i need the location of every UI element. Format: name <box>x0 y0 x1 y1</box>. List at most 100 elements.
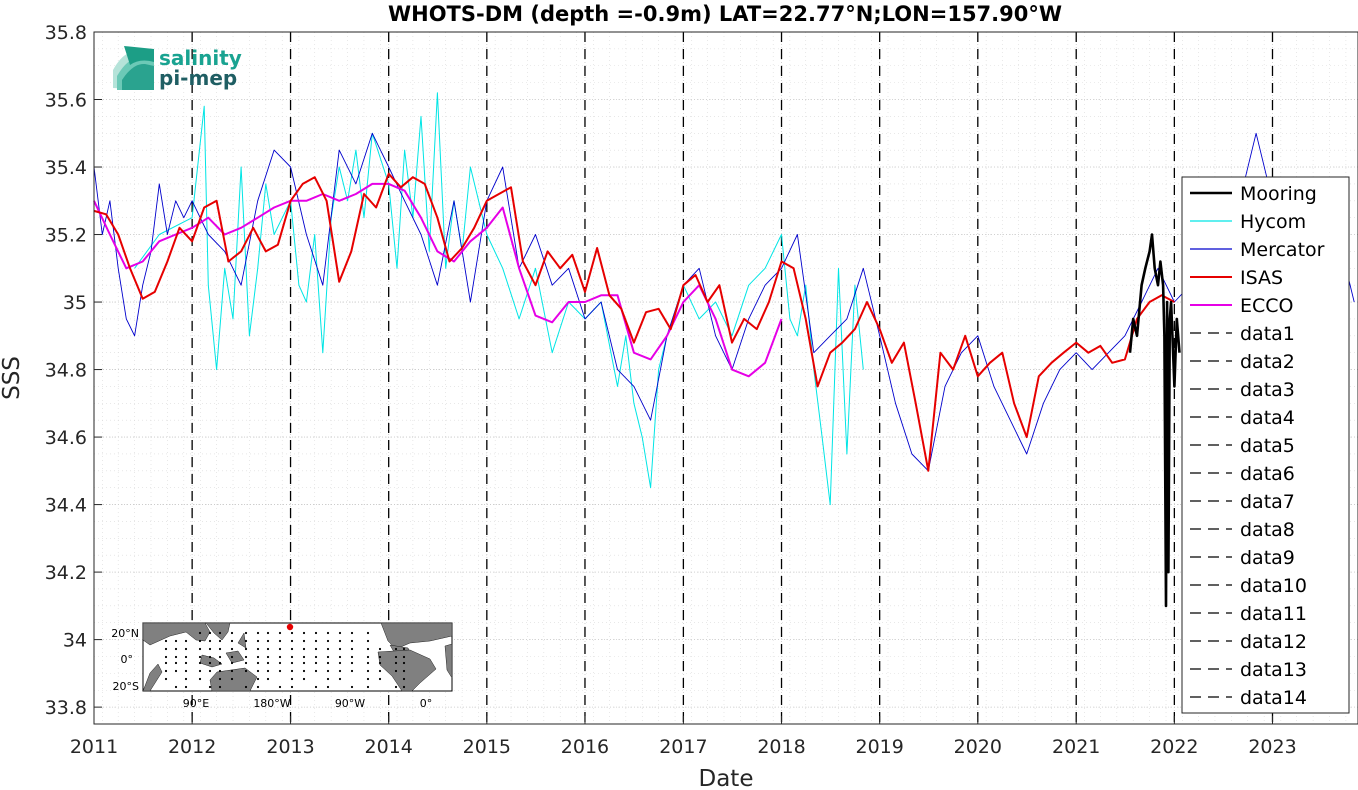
mooring-dot <box>244 685 248 689</box>
y-tick-label: 34.8 <box>45 360 87 382</box>
y-tick-label: 35.8 <box>45 22 87 44</box>
legend-item-label: Hycom <box>1240 211 1306 233</box>
mooring-dot <box>366 669 370 673</box>
mooring-dot <box>302 647 306 651</box>
mooring-dot <box>278 639 282 643</box>
mooring-dot <box>266 669 270 673</box>
mooring-dot <box>302 661 306 665</box>
mooring-dot <box>198 677 202 681</box>
mooring-dot <box>366 655 370 659</box>
mooring-dot <box>256 685 260 689</box>
mooring-dot <box>218 639 222 643</box>
mooring-dot <box>256 647 260 651</box>
x-axis-label: Date <box>699 766 754 790</box>
y-tick-label: 33.8 <box>45 697 87 719</box>
mooring-dot <box>326 655 330 659</box>
mooring-dot <box>164 655 168 659</box>
mooring-dot <box>366 647 370 651</box>
legend-item-label: data9 <box>1240 547 1295 569</box>
logo-line2: pi-mep <box>159 66 237 90</box>
mooring-dot <box>218 677 222 681</box>
mooring-dot <box>302 655 306 659</box>
mooring-dot <box>174 655 178 659</box>
land-masses <box>142 622 453 692</box>
mooring-dot <box>290 685 294 689</box>
salinity-pi-mep-logo: salinity pi-mep <box>113 46 242 90</box>
mooring-dot <box>198 669 202 673</box>
y-tick-label: 35.4 <box>45 157 87 179</box>
x-tick-label: 2012 <box>168 736 216 758</box>
mooring-dot <box>326 685 330 689</box>
x-tick-label: 2018 <box>757 736 805 758</box>
x-tick-label: 2015 <box>463 736 511 758</box>
mooring-dot <box>378 655 382 659</box>
x-tick-label: 2017 <box>659 736 707 758</box>
mooring-dot <box>266 647 270 651</box>
mooring-dot <box>184 647 188 651</box>
mooring-dot <box>350 655 354 659</box>
mooring-dot <box>366 677 370 681</box>
mooring-dot <box>218 685 222 689</box>
mooring-dot <box>266 655 270 659</box>
mooring-dot <box>184 677 188 681</box>
mooring-dot <box>256 655 260 659</box>
mooring-dot <box>218 631 222 635</box>
mooring-dot <box>174 685 178 689</box>
legend: Mooring Hycom Mercator ISAS ECCO data1 data2 da… <box>1181 176 1350 714</box>
chart-title: WHOTS-DM (depth =-0.9m) LAT=22.77°N;LON=… <box>388 2 1062 26</box>
mooring-dot <box>366 639 370 643</box>
mooring-dot <box>394 661 398 665</box>
mooring-dot <box>244 669 248 673</box>
mooring-dot <box>278 661 282 665</box>
mooring-dot <box>256 669 260 673</box>
mooring-dot <box>366 631 370 635</box>
x-tick-label: 2021 <box>1052 736 1100 758</box>
mooring-dot <box>174 661 178 665</box>
mooring-dot <box>326 631 330 635</box>
mooring-dot <box>302 639 306 643</box>
mooring-dot <box>314 669 318 673</box>
mooring-dot <box>208 639 212 643</box>
mooring-dot <box>208 661 212 665</box>
mooring-dot <box>378 677 382 681</box>
mooring-dot <box>290 631 294 635</box>
mooring-dot <box>256 677 260 681</box>
mooring-dot <box>164 639 168 643</box>
y-tick-label: 34.4 <box>45 495 87 517</box>
mooring-dot <box>244 647 248 651</box>
inset-lat-label-1: 20°N <box>111 627 139 640</box>
inset-lon-label-2: 180°W <box>253 697 290 710</box>
mooring-dot <box>218 655 222 659</box>
legend-item-label: data2 <box>1240 351 1295 373</box>
logo-waves-icon <box>113 46 154 90</box>
mooring-dot <box>278 669 282 673</box>
mooring-dot <box>366 685 370 689</box>
mooring-dot <box>164 669 168 673</box>
mooring-dot <box>366 661 370 665</box>
mooring-dot <box>218 669 222 673</box>
x-tick-label: 2016 <box>561 736 609 758</box>
mooring-dot <box>266 631 270 635</box>
mooring-dot <box>278 655 282 659</box>
mooring-dot <box>278 647 282 651</box>
mooring-dot <box>402 685 406 689</box>
inset-location-map: 20°N 0° 20°S 90°E 180°W 90°W 0° <box>111 622 453 710</box>
series-layer <box>93 92 1355 608</box>
mooring-dot <box>208 685 212 689</box>
mooring-dot <box>208 631 212 635</box>
mooring-dot <box>278 631 282 635</box>
mooring-dot <box>378 669 382 673</box>
inset-lat-label-3: 20°S <box>113 680 139 693</box>
mooring-dot <box>256 631 260 635</box>
mooring-dot <box>198 661 202 665</box>
mooring-dot <box>394 669 398 673</box>
mooring-dot <box>290 639 294 643</box>
mooring-dot <box>338 631 342 635</box>
mooring-dot <box>290 669 294 673</box>
mooring-dot <box>184 669 188 673</box>
series-line-ecco <box>93 182 783 378</box>
mooring-dot <box>338 639 342 643</box>
y-tick-label: 34.6 <box>45 427 87 449</box>
mooring-dot <box>378 661 382 665</box>
